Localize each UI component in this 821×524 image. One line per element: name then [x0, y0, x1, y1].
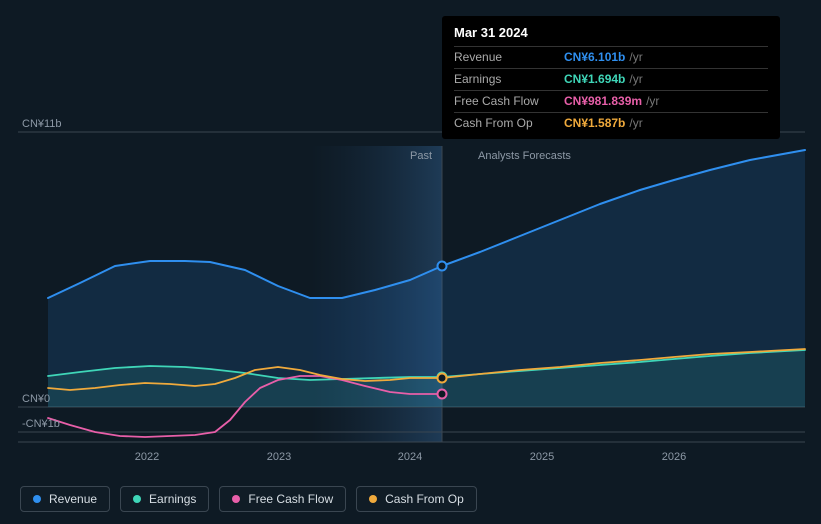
tooltip-row-value: CN¥1.694b: [564, 71, 625, 88]
tooltip-row-label: Earnings: [454, 71, 564, 88]
tooltip-rows: RevenueCN¥6.101b/yrEarningsCN¥1.694b/yrF…: [454, 46, 768, 133]
y-axis-label: CN¥0: [22, 393, 50, 405]
legend-item-revenue[interactable]: Revenue: [20, 486, 110, 512]
legend-label: Earnings: [149, 492, 196, 506]
legend-item-free-cash-flow[interactable]: Free Cash Flow: [219, 486, 346, 512]
legend-item-earnings[interactable]: Earnings: [120, 486, 209, 512]
tooltip-row: RevenueCN¥6.101b/yr: [454, 46, 768, 68]
svg-text:2026: 2026: [662, 451, 686, 463]
y-axis-label: -CN¥1b: [22, 418, 60, 430]
legend-dot-icon: [33, 495, 41, 503]
tooltip-row-suffix: /yr: [629, 71, 642, 88]
tooltip-row-label: Revenue: [454, 49, 564, 66]
chart-legend: Revenue Earnings Free Cash Flow Cash From O…: [20, 486, 477, 512]
svg-text:2023: 2023: [267, 451, 291, 463]
y-axis-label: CN¥11b: [22, 118, 62, 130]
tooltip-row-suffix: /yr: [629, 49, 642, 66]
legend-dot-icon: [232, 495, 240, 503]
tooltip-row: Free Cash FlowCN¥981.839m/yr: [454, 90, 768, 112]
tooltip-row-value: CN¥981.839m: [564, 93, 642, 110]
tooltip-row-suffix: /yr: [646, 93, 659, 110]
legend-item-cash-from-op[interactable]: Cash From Op: [356, 486, 477, 512]
tooltip-row: Cash From OpCN¥1.587b/yr: [454, 112, 768, 134]
tooltip-row: EarningsCN¥1.694b/yr: [454, 68, 768, 90]
legend-dot-icon: [133, 495, 141, 503]
label-past: Past: [382, 150, 432, 162]
svg-text:2025: 2025: [530, 451, 554, 463]
svg-text:2022: 2022: [135, 451, 159, 463]
label-forecasts: Analysts Forecasts: [478, 150, 571, 162]
chart-tooltip: Mar 31 2024 RevenueCN¥6.101b/yrEarningsC…: [442, 16, 780, 139]
tooltip-row-label: Cash From Op: [454, 115, 564, 132]
tooltip-date: Mar 31 2024: [454, 24, 768, 46]
tooltip-row-value: CN¥6.101b: [564, 49, 625, 66]
legend-label: Cash From Op: [385, 492, 464, 506]
legend-dot-icon: [369, 495, 377, 503]
tooltip-row-suffix: /yr: [629, 115, 642, 132]
financials-chart: 2022 2023 2024 2025 2026 Mar 31 2024 Revenue…: [0, 0, 821, 524]
legend-label: Revenue: [49, 492, 97, 506]
svg-text:2024: 2024: [398, 451, 422, 463]
tooltip-row-label: Free Cash Flow: [454, 93, 564, 110]
legend-label: Free Cash Flow: [248, 492, 333, 506]
tooltip-row-value: CN¥1.587b: [564, 115, 625, 132]
